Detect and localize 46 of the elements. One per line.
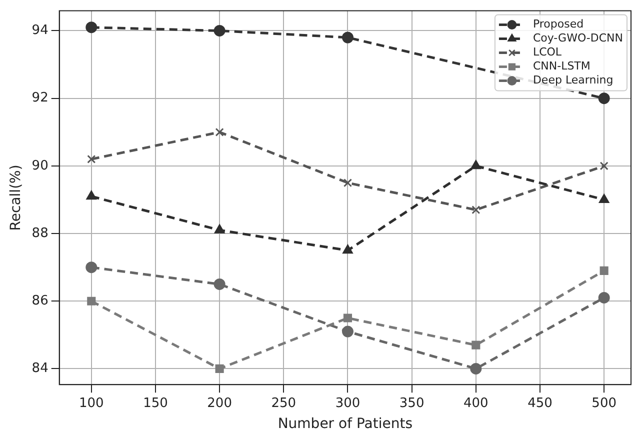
point	[600, 266, 608, 275]
x-axis-title: Number of Patients	[278, 416, 413, 432]
y-tick-label: 92	[32, 90, 48, 106]
point	[215, 128, 224, 136]
y-tick-label: 84	[32, 361, 48, 376]
point	[343, 178, 352, 188]
point	[87, 296, 96, 306]
point	[214, 24, 226, 36]
x-tick-label: 300	[335, 396, 360, 411]
point	[470, 160, 481, 170]
point	[598, 92, 610, 104]
point	[86, 190, 96, 200]
point	[598, 292, 610, 304]
y-tick-label: 88	[32, 226, 48, 241]
point	[600, 162, 608, 170]
x-tick-label: 150	[143, 396, 168, 411]
x-tick-label: 400	[463, 396, 488, 411]
x-tick-label: 200	[207, 396, 232, 411]
point	[86, 262, 98, 274]
point	[214, 224, 225, 234]
point	[472, 206, 480, 214]
x-tick-label: 500	[592, 396, 616, 411]
point	[472, 340, 480, 350]
legend-label: Coy-GWO-DCNN	[532, 32, 624, 45]
point	[342, 32, 354, 44]
legend-label: Deep Learning	[532, 74, 614, 87]
y-tick-label: 90	[32, 158, 48, 174]
point	[87, 154, 96, 164]
point	[470, 362, 482, 374]
point	[599, 194, 610, 203]
y-axis-title: Recall(%)	[8, 164, 24, 231]
x-tick-label: 450	[528, 396, 552, 411]
point	[342, 244, 353, 254]
point	[215, 364, 224, 373]
legend-label: Proposed	[532, 18, 584, 31]
legend-label: CNN-LSTM	[532, 60, 590, 73]
point	[342, 326, 354, 338]
point	[86, 22, 98, 34]
x-tick-label: 250	[271, 396, 296, 411]
x-tick-label: 100	[78, 396, 104, 411]
legend-label: LCOL	[532, 46, 562, 59]
y-tick-label: 86	[32, 293, 48, 308]
point	[214, 278, 226, 290]
y-tick-label: 94	[32, 23, 48, 38]
point	[343, 314, 352, 322]
x-tick-label: 350	[399, 396, 424, 411]
